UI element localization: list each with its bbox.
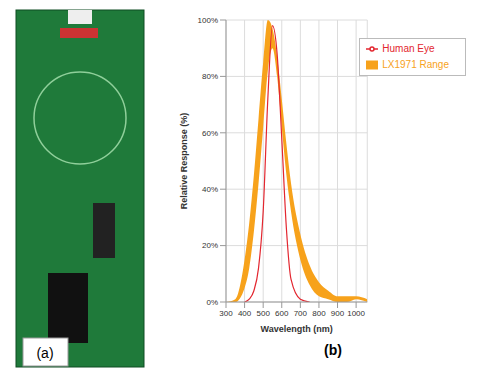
- svg-text:1000: 1000: [347, 309, 365, 318]
- html-text:LX1971 Range: LX1971 Range: [382, 59, 449, 70]
- svg-text:20%: 20%: [202, 241, 218, 250]
- svg-text:600: 600: [275, 309, 289, 318]
- svg-text:300: 300: [219, 309, 233, 318]
- svg-text:60%: 60%: [202, 129, 218, 138]
- svg-text:800: 800: [312, 309, 326, 318]
- html-text:Human Eye: Human Eye: [382, 43, 435, 54]
- svg-text:(a): (a): [36, 345, 53, 361]
- svg-text:700: 700: [294, 309, 308, 318]
- svg-text:400: 400: [238, 309, 252, 318]
- html-text:(b): (b): [324, 342, 342, 358]
- svg-text:100%: 100%: [198, 16, 218, 25]
- svg-text:500: 500: [256, 309, 270, 318]
- svg-text:900: 900: [331, 309, 345, 318]
- svg-text:0%: 0%: [206, 298, 218, 307]
- svg-text:Wavelength (nm): Wavelength (nm): [261, 324, 333, 334]
- svg-text:40%: 40%: [202, 185, 218, 194]
- svg-text:Relative Response (%): Relative Response (%): [179, 113, 189, 210]
- svg-text:80%: 80%: [202, 72, 218, 81]
